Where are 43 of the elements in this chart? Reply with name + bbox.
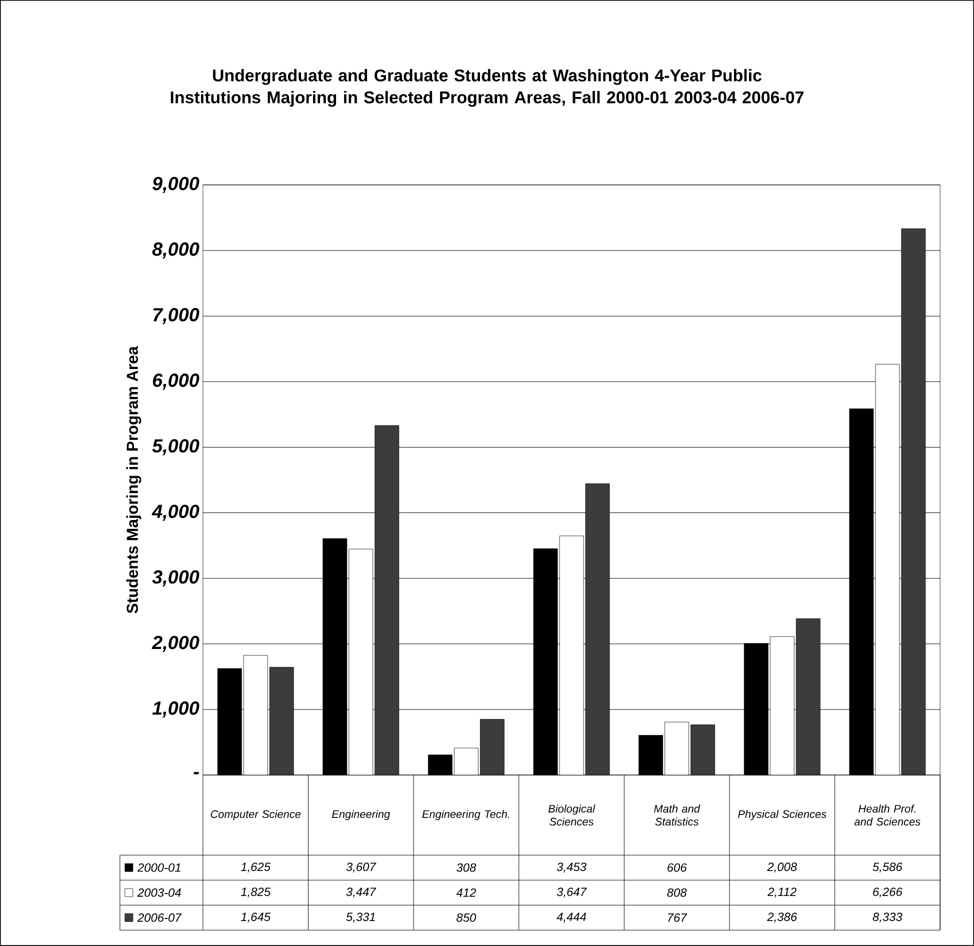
data-label: 3,447 [346, 888, 376, 898]
data-label: 412 [456, 888, 476, 897]
y-tick-label: 3,000 [152, 570, 200, 586]
x-tick-label: Health Prof. and Sciences [854, 804, 920, 826]
x-tick-label: Biological Sciences [548, 804, 596, 826]
y-tick-label: 4,000 [152, 504, 200, 521]
legend-label: 2003-04 [137, 888, 181, 897]
legend-label: 2000-01 [137, 863, 180, 872]
data-label: 5,331 [346, 912, 375, 923]
y-tick-label: 5,000 [152, 439, 200, 456]
x-tick-label: Computer Science [210, 810, 301, 820]
data-label: 606 [668, 863, 687, 872]
x-tick-label: Math and Statistics [654, 804, 700, 826]
y-tick-label: 9,000 [152, 176, 200, 193]
legend-label: 2006-07 [137, 913, 182, 922]
y-tick-label: 7,000 [153, 308, 200, 324]
data-label: 850 [456, 913, 476, 922]
data-label: 808 [667, 888, 687, 897]
data-label: 3,647 [556, 888, 587, 898]
y-tick-label: 1,000 [152, 701, 200, 718]
data-label: 3,453 [556, 862, 586, 873]
y-tick-label: 2,000 [152, 636, 200, 652]
x-tick-label: Engineering Tech. [422, 810, 510, 820]
data-label: 1,645 [240, 912, 271, 923]
y-tick-label: 8,000 [152, 242, 200, 259]
data-label: 1,825 [240, 888, 271, 898]
data-label: 1,625 [240, 862, 271, 873]
data-label: 6,266 [873, 888, 902, 898]
y-axis-title: Students Majoring in Program Area [126, 346, 142, 614]
data-label: 8,333 [872, 912, 902, 923]
x-tick-label: Engineering [332, 810, 390, 820]
data-label: 4,444 [556, 912, 586, 922]
y-tick-label: - [194, 772, 199, 774]
y-tick-label: 6,000 [152, 374, 200, 390]
data-label: 767 [668, 913, 688, 922]
data-label: 2,008 [767, 862, 798, 873]
data-label: 2,386 [767, 912, 798, 923]
data-label: 2,112 [768, 888, 796, 898]
data-label: 5,586 [872, 862, 902, 873]
data-label: 3,607 [346, 862, 376, 873]
chart-title: Undergraduate and Graduate Students at Washington 4-Year Public Institutions Majoring in Selected Program Areas, Fall 2000-01 2003-04 2006-07 [170, 69, 804, 107]
x-tick-label: Physical Sciences [738, 810, 826, 820]
data-label: 308 [456, 863, 476, 872]
